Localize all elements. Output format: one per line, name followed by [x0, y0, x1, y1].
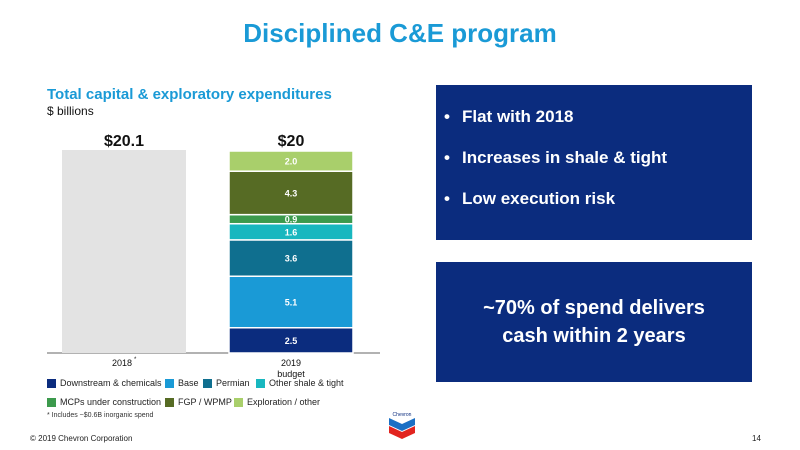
bullet-item: • Increases in shale & tight — [444, 148, 752, 168]
legend-swatch — [165, 378, 174, 388]
legend-swatch — [256, 378, 265, 388]
bullet-panel: • Flat with 2018 • Increases in shale & … — [436, 85, 752, 240]
legend-swatch — [47, 397, 56, 407]
segment-data-label: 1.6 — [285, 227, 298, 237]
segment-data-label: 4.3 — [285, 188, 298, 198]
bullet-dot: • — [444, 189, 450, 208]
segment-data-label: 0.9 — [285, 215, 298, 225]
bullet-text: Low execution risk — [462, 189, 616, 208]
copyright: © 2019 Chevron Corporation — [30, 434, 133, 443]
legend-label: Base — [178, 378, 199, 388]
logo-chevron-bottom — [389, 426, 415, 439]
chevron-logo: Chevron — [389, 412, 415, 439]
legend-item: FGP / WPMP — [165, 397, 232, 407]
callout-text: ~70% of spend delivers cash within 2 yea… — [483, 294, 705, 350]
logo-text: Chevron — [393, 412, 412, 418]
bullet-text: Increases in shale & tight — [462, 148, 668, 167]
segment-data-label: 2.5 — [285, 336, 298, 346]
segment-data-label: 2.0 — [285, 157, 298, 167]
legend-label: FGP / WPMP — [178, 397, 232, 407]
stack-segment-0 — [228, 327, 354, 354]
callout-line: ~70% of spend delivers — [483, 297, 705, 319]
callout-panel: ~70% of spend delivers cash within 2 yea… — [436, 262, 752, 382]
legend-label: Other shale & tight — [269, 378, 344, 388]
x-tick-footnote-marker: * — [134, 357, 137, 363]
legend-label: Exploration / other — [247, 397, 321, 407]
legend-swatch — [203, 378, 212, 388]
legend-label: Permian — [216, 378, 250, 388]
legend-item: MCPs under construction — [47, 397, 161, 407]
slide-title: Disciplined C&E program — [243, 18, 557, 48]
callout-line: cash within 2 years — [502, 325, 686, 347]
stack-segment-6 — [228, 150, 354, 172]
segment-data-label: 3.6 — [285, 254, 298, 264]
legend-swatch — [165, 397, 174, 407]
bullet-dot: • — [444, 148, 450, 167]
legend-item: Exploration / other — [234, 397, 320, 407]
logo-chevron-top — [389, 418, 415, 431]
bullet-item: • Low execution risk — [444, 189, 752, 209]
segment-data-label: 5.1 — [285, 297, 298, 307]
legend-item: Downstream & chemicals — [47, 378, 162, 388]
bullet-dot: • — [444, 107, 450, 126]
legend-swatch — [47, 378, 56, 388]
bullet-text: Flat with 2018 — [462, 107, 574, 126]
x-tick-label: 2018 — [112, 358, 132, 368]
x-tick-label-line2: budget — [277, 369, 305, 379]
bar-2018 — [62, 150, 186, 353]
stack-segment-1 — [228, 275, 354, 329]
total-label-2019: $20 — [278, 133, 305, 150]
stack-segment-2 — [228, 239, 354, 277]
legend-swatch — [234, 397, 243, 407]
chart-title: Total capital & exploratory expenditures — [47, 86, 332, 103]
legend-label: Downstream & chemicals — [60, 378, 162, 388]
legend-item: Base — [165, 378, 199, 388]
legend-label: MCPs under construction — [60, 397, 162, 407]
chart-subtitle: $ billions — [47, 104, 94, 118]
legend-item: Other shale & tight — [256, 378, 344, 388]
bullet-item: • Flat with 2018 — [444, 107, 752, 127]
x-tick-label: 2019 — [281, 358, 301, 368]
page-number: 14 — [752, 434, 761, 443]
total-label-2018: $20.1 — [104, 133, 144, 150]
footnote: * Includes ~$0.6B inorganic spend — [47, 412, 154, 419]
legend-item: Permian — [203, 378, 250, 388]
